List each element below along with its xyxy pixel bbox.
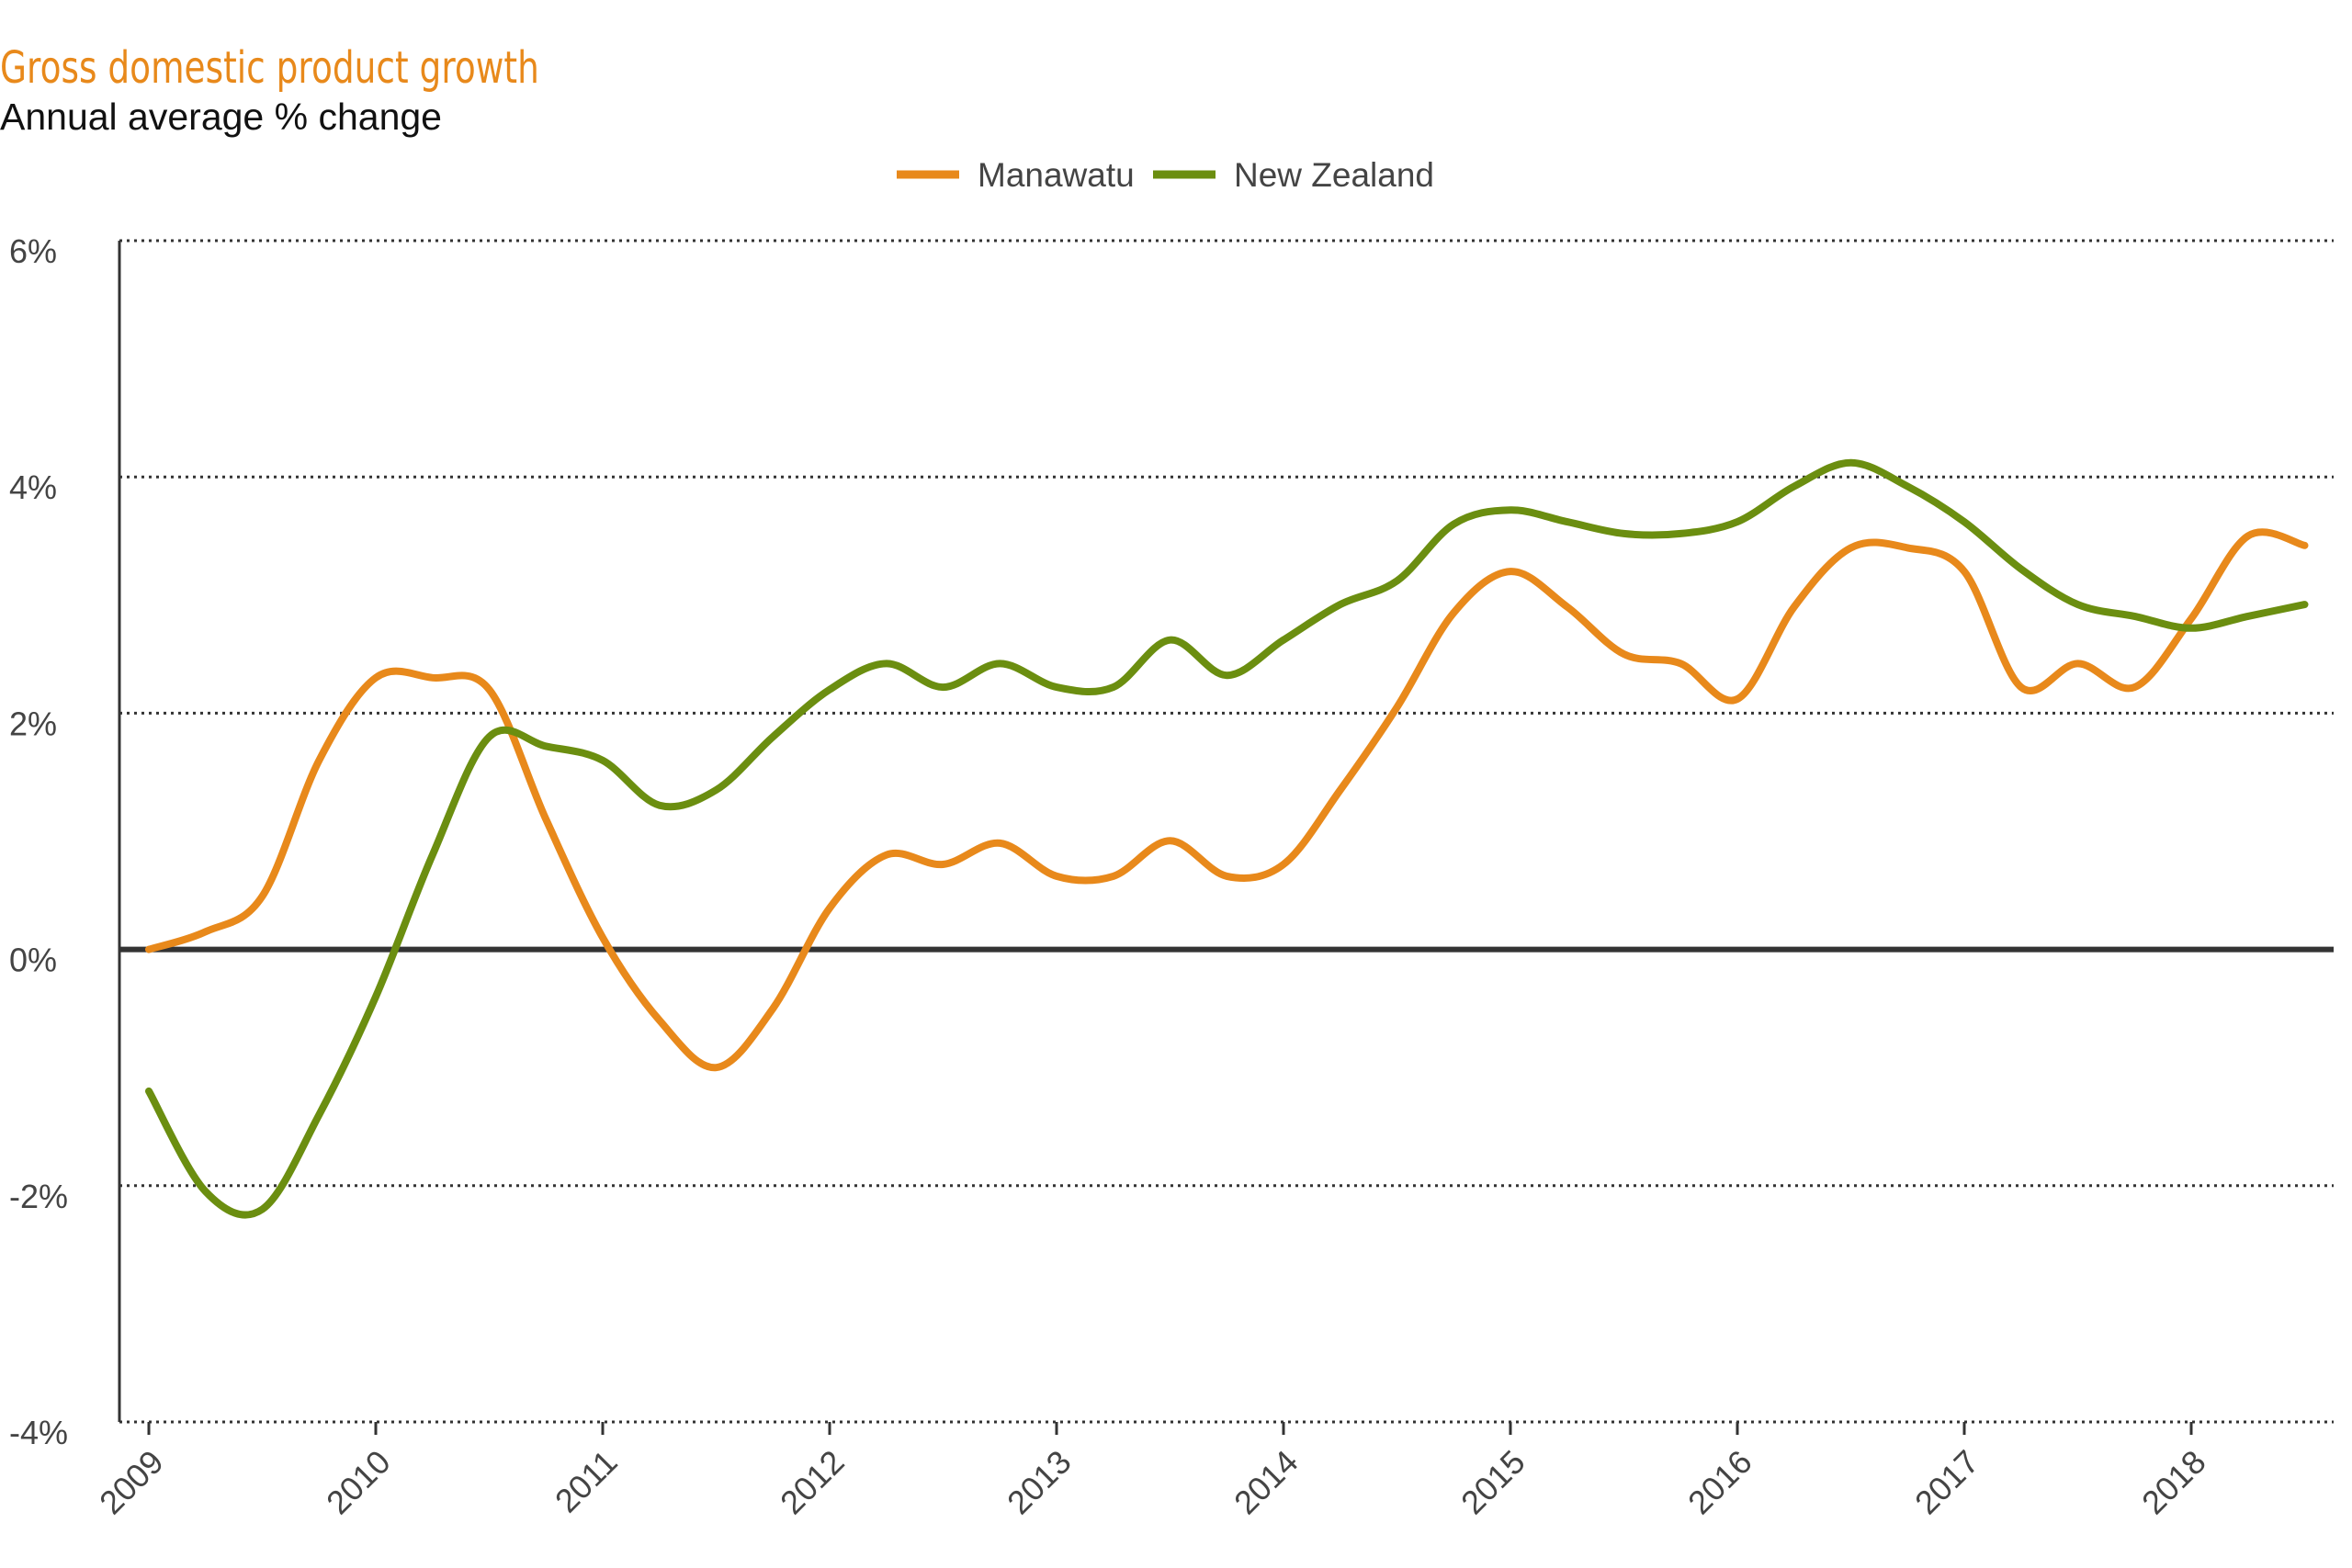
- chart-subtitle: Annual average % change: [0, 96, 442, 138]
- series-line-new-zealand: [145, 458, 2309, 1219]
- x-tick-label: 2014: [1227, 1443, 1306, 1522]
- y-tick-label: -2%: [9, 1178, 68, 1215]
- x-tick-label: 2009: [92, 1443, 171, 1522]
- x-tick-label: 2017: [1907, 1443, 1986, 1522]
- y-tick-label: 0%: [9, 942, 57, 979]
- x-tick-label: 2018: [2134, 1443, 2213, 1522]
- series-line-manawatu: [145, 528, 2309, 1072]
- x-tick-label: 2012: [773, 1443, 852, 1522]
- y-tick-label: -4%: [9, 1414, 68, 1451]
- y-tick-label: 4%: [9, 468, 57, 506]
- chart-title: Gross domestic product growth: [0, 42, 539, 94]
- y-tick-label: 2%: [9, 705, 57, 742]
- legend-label-new-zealand: New Zealand: [1234, 156, 1434, 194]
- x-tick-label: 2013: [1000, 1443, 1079, 1522]
- y-tick-label: 6%: [9, 232, 57, 270]
- x-tick-label: 2016: [1680, 1443, 1759, 1522]
- x-tick-label: 2011: [548, 1443, 625, 1520]
- x-tick-label: 2015: [1453, 1443, 1532, 1522]
- x-tick-label: 2010: [319, 1443, 398, 1522]
- legend-label-manawatu: Manawatu: [978, 156, 1135, 194]
